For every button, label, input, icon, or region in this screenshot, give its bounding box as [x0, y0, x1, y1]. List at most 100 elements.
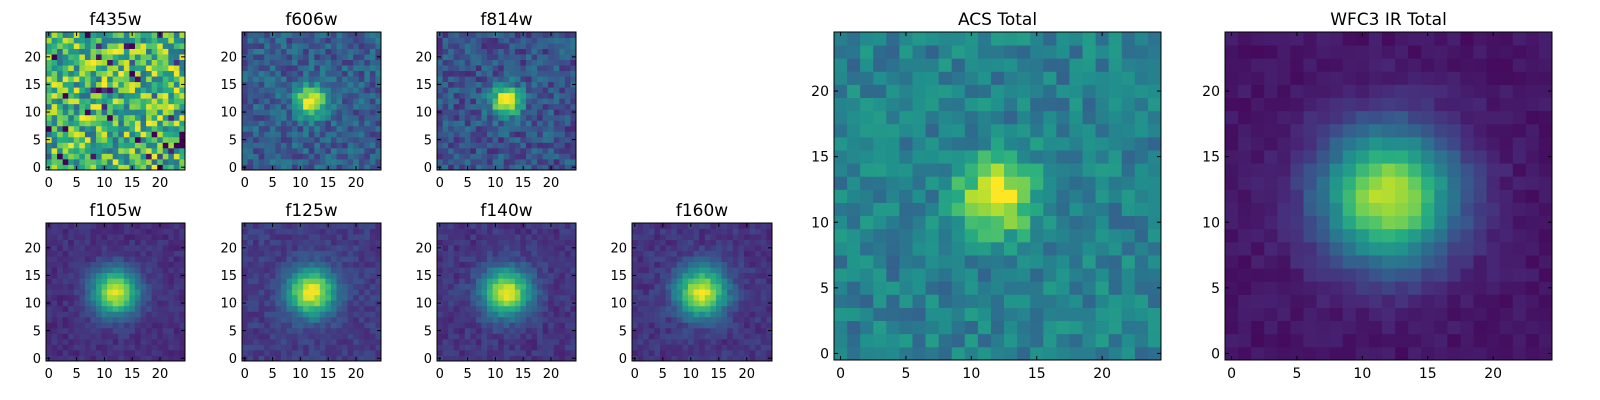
heatmap-cell [57, 147, 64, 154]
heatmap-cell [90, 65, 97, 72]
heatmap-cell [369, 338, 376, 345]
heatmap-cell [286, 65, 293, 72]
heatmap-cell [308, 245, 315, 251]
heatmap-cell [704, 289, 711, 296]
heatmap-cell [531, 245, 538, 251]
heatmap-cell [481, 109, 488, 116]
heatmap-cell [264, 294, 271, 301]
heatmap-cell [453, 289, 460, 296]
heatmap-cell [162, 142, 169, 149]
heatmap-cell [247, 223, 254, 229]
heatmap-cell [498, 278, 505, 285]
heatmap-cell [470, 327, 477, 334]
heatmap-cell [487, 344, 493, 351]
heatmap-cell [760, 267, 767, 274]
heatmap-cell [297, 349, 304, 356]
heatmap-cell [437, 338, 443, 345]
heatmap-cell [990, 281, 1005, 295]
heatmap-cell [492, 316, 499, 323]
heatmap-cell [303, 289, 310, 296]
heatmap-cell [542, 158, 549, 165]
heatmap-cell [637, 338, 644, 345]
heatmap-cell [118, 48, 125, 55]
heatmap-cell [559, 278, 566, 285]
heatmap-cell [732, 250, 739, 257]
heatmap-cell [46, 120, 52, 127]
heatmap-cell [84, 120, 91, 127]
heatmap-cell [732, 283, 739, 290]
heatmap-cell [492, 109, 499, 116]
heatmap-cell [353, 70, 360, 77]
heatmap-cell [269, 158, 276, 165]
heatmap-cell [314, 147, 321, 154]
heatmap-cell [253, 103, 260, 110]
heatmap-cell [123, 70, 130, 77]
heatmap-cell [475, 261, 482, 268]
heatmap-cell [487, 250, 493, 257]
heatmap-cell [654, 239, 661, 246]
heatmap-cell [559, 142, 566, 149]
heatmap-cell [275, 322, 282, 329]
heatmap-cell [704, 228, 711, 235]
heatmap-cell [162, 59, 169, 66]
heatmap-cell [134, 98, 141, 105]
heatmap-cell [509, 250, 516, 257]
heatmap-cell [112, 228, 119, 235]
heatmap-cell [487, 125, 493, 132]
heatmap-cell [542, 98, 549, 105]
heatmap-cell [242, 76, 248, 83]
heatmap-cell [358, 272, 365, 279]
heatmap-cell [537, 256, 544, 263]
heatmap-cell [242, 70, 248, 77]
x-tick-label: 20 [739, 367, 756, 382]
heatmap-cell [84, 261, 91, 268]
heatmap-cell [90, 223, 97, 229]
heatmap-cell [487, 103, 493, 110]
heatmap-cell [269, 272, 276, 279]
heatmap-cell [107, 131, 114, 138]
heatmap-cell [509, 164, 516, 171]
heatmap-cell [721, 300, 728, 307]
heatmap-cell [559, 92, 566, 99]
heatmap-cell [688, 300, 694, 307]
heatmap-cell [90, 278, 97, 285]
axes-frame [241, 31, 382, 171]
heatmap-cell [531, 131, 538, 138]
heatmap-cell [442, 344, 449, 351]
heatmap-cell [325, 114, 332, 121]
heatmap-cell [253, 125, 260, 132]
heatmap-cell [559, 228, 566, 235]
heatmap-cell [369, 333, 376, 340]
heatmap-cell [173, 153, 180, 160]
heatmap-cell [314, 256, 321, 263]
heatmap-cell [162, 87, 169, 94]
heatmap-cell [542, 338, 549, 345]
heatmap-cell [319, 245, 326, 251]
heatmap-cell [303, 294, 310, 301]
heatmap-cell [648, 338, 655, 345]
heatmap-cell [253, 65, 260, 72]
heatmap-cell [342, 32, 349, 38]
heatmap-cell [704, 344, 711, 351]
heatmap-cell [330, 109, 337, 116]
heatmap-cell [570, 322, 577, 329]
heatmap-cell [118, 294, 125, 301]
heatmap-cell [73, 300, 80, 307]
heatmap-cell [369, 109, 376, 116]
heatmap-cell [107, 103, 114, 110]
heatmap-cell [101, 338, 108, 345]
heatmap-cell [531, 59, 538, 66]
heatmap-cell [938, 176, 953, 190]
heatmap-cell [62, 70, 69, 77]
heatmap-cell [964, 202, 979, 217]
heatmap-cell [553, 109, 560, 116]
heatmap-cell [146, 338, 153, 345]
heatmap-cell [123, 65, 130, 72]
heatmap-cell [732, 300, 739, 307]
heatmap-cell [492, 250, 499, 257]
heatmap-cell [101, 267, 108, 274]
heatmap-cell [475, 43, 482, 49]
heatmap-cell [118, 256, 125, 263]
heatmap-cell [1030, 189, 1044, 203]
y-tick-label: 15 [415, 269, 432, 284]
